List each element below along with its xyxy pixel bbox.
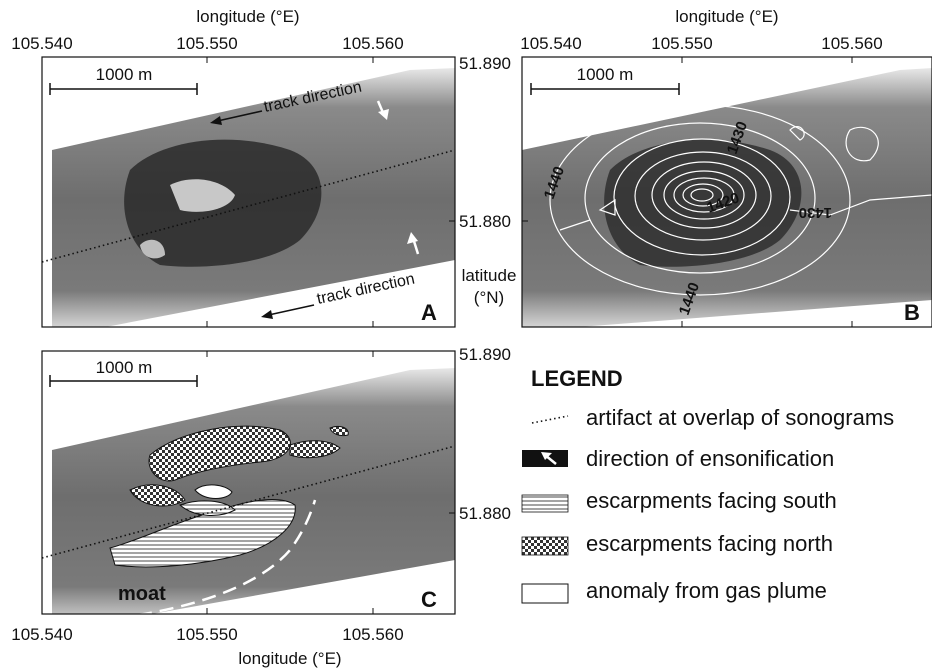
north-escarpment-patch-3 [129, 484, 186, 507]
bathymetry-contours [549, 104, 932, 296]
panel-c: moat 1000 m C [41, 350, 456, 615]
axis-labels: longitude (°E) longitude (°E) longitude … [11, 7, 882, 668]
legend-dotted-line-icon [531, 415, 569, 424]
longitude-title-bottom: longitude (°E) [238, 649, 341, 668]
longitude-title-top-left: longitude (°E) [196, 7, 299, 26]
south-escarpment-patch-1 [109, 499, 296, 568]
latitude-title-line1: latitude [462, 266, 517, 285]
lon-tick-a-0: 105.540 [11, 34, 72, 53]
ensonification-arrow-bottom-icon [407, 232, 420, 255]
lon-tick-b-0: 105.540 [520, 34, 581, 53]
lat-tick-top-0: 51.890 [459, 54, 511, 73]
legend-item-escarpments-south: escarpments facing south [586, 488, 837, 513]
scale-bar-label-c: 1000 m [96, 358, 153, 377]
contour-label-1430-right: 1430 [799, 204, 832, 221]
scale-bar-label-a: 1000 m [96, 65, 153, 84]
lon-tick-a-2: 105.560 [342, 34, 403, 53]
ensonification-arrow-top-icon [376, 100, 389, 120]
panel-a: 1000 m track direction track direction A [41, 56, 456, 328]
north-escarpment-patch-1 [148, 425, 291, 482]
lon-tick-b-1: 105.550 [651, 34, 712, 53]
panel-letter-c: C [421, 587, 437, 612]
overlap-artifact-line-a [42, 149, 455, 263]
panel-b: 1440 1430 1420 1430 1440 1000 m B [521, 56, 932, 328]
sonogram-strip-c [52, 368, 455, 614]
legend: LEGEND artifact at overlap of sonograms … [521, 366, 894, 604]
longitude-title-top-right: longitude (°E) [675, 7, 778, 26]
latitude-title-line2: (°N) [474, 288, 504, 307]
panel-letter-b: B [904, 300, 920, 325]
lat-tick-top-1: 51.880 [459, 212, 511, 231]
lon-tick-a-1: 105.550 [176, 34, 237, 53]
moat-outline [137, 499, 317, 614]
legend-item-gas-plume: anomaly from gas plume [586, 578, 827, 603]
gas-plume-anomaly-c [194, 484, 233, 499]
lon-tick-c-2: 105.560 [342, 625, 403, 644]
legend-horizontal-hatch-icon [521, 494, 569, 513]
lat-tick-bottom-0: 51.890 [459, 345, 511, 364]
lon-tick-c-1: 105.550 [176, 625, 237, 644]
panel-letter-a: A [421, 300, 437, 325]
scale-bar-a: 1000 m [49, 65, 198, 95]
legend-item-artifact: artifact at overlap of sonograms [586, 405, 894, 430]
moat-label: moat [118, 583, 166, 605]
lon-tick-b-2: 105.560 [821, 34, 882, 53]
overlap-artifact-line-c [42, 445, 455, 559]
lon-tick-c-0: 105.540 [11, 625, 72, 644]
legend-item-ensonification: direction of ensonification [586, 446, 834, 471]
legend-title: LEGEND [531, 366, 623, 391]
scale-bar-label-b: 1000 m [577, 65, 634, 84]
north-escarpment-patch-2 [289, 440, 341, 459]
legend-ensonification-arrow-icon [522, 450, 568, 467]
legend-item-escarpments-north: escarpments facing north [586, 531, 833, 556]
legend-empty-box-icon [521, 583, 569, 604]
bright-patch-a [170, 179, 235, 212]
legend-checker-hatch-icon [521, 536, 569, 556]
scale-bar-c: 1000 m [49, 358, 198, 387]
lat-tick-bottom-1: 51.880 [459, 504, 511, 523]
south-escarpment-patch-2 [179, 500, 236, 516]
scale-bar-b: 1000 m [530, 65, 680, 95]
north-escarpment-patch-4 [329, 425, 349, 437]
